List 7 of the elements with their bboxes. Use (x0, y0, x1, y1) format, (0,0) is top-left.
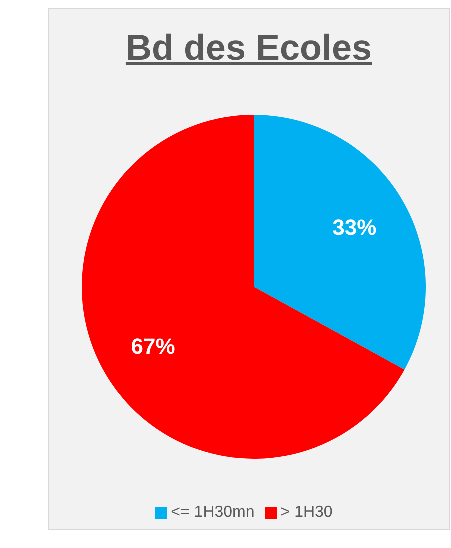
data-label: 33% (332, 214, 377, 240)
pie-slice (82, 115, 405, 459)
pie-slice (254, 115, 426, 370)
chart-title: Bd des Ecoles (124, 26, 374, 70)
legend-label: <= 1H30mn (171, 504, 255, 521)
data-label: 67% (131, 334, 176, 360)
legend-label: > 1H30 (280, 504, 333, 521)
